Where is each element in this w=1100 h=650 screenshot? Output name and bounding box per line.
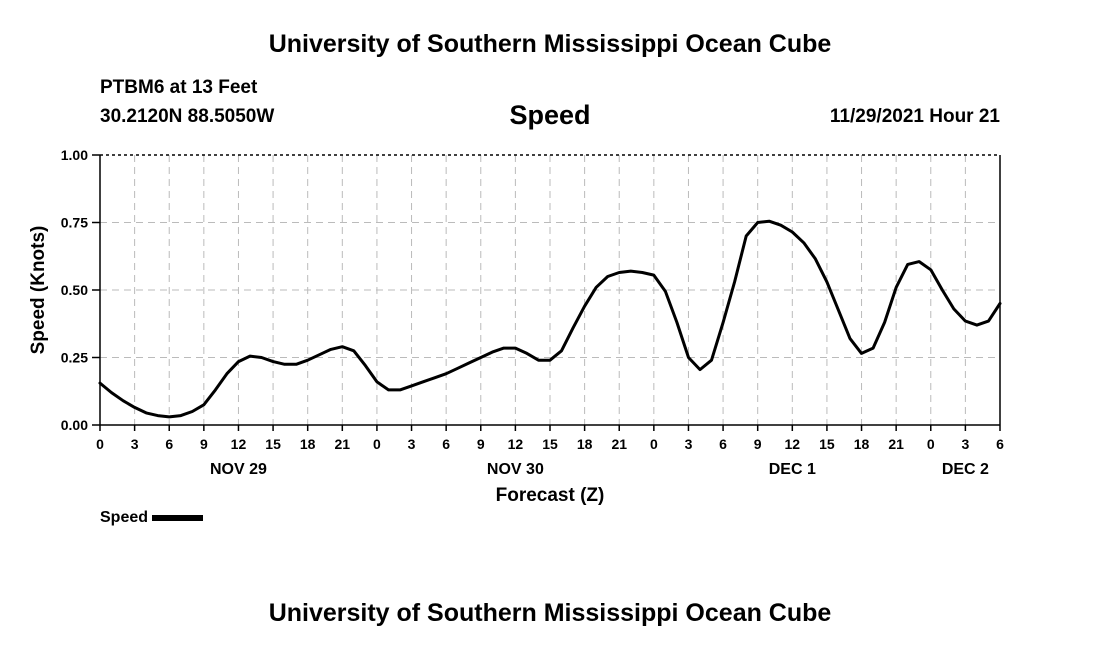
x-tick-label: 18 xyxy=(577,436,593,452)
x-tick-label: 0 xyxy=(650,436,658,452)
legend: Speed xyxy=(100,509,204,527)
x-day-label: DEC 2 xyxy=(942,461,989,478)
station-label: PTBM6 at 13 Feet xyxy=(100,77,258,98)
x-tick-label: 6 xyxy=(442,436,450,452)
x-tick-label: 6 xyxy=(165,436,173,452)
x-day-label: NOV 30 xyxy=(487,461,544,478)
x-tick-label: 0 xyxy=(96,436,104,452)
x-tick-label: 21 xyxy=(335,436,351,452)
x-tick-label: 9 xyxy=(477,436,485,452)
x-tick-label: 15 xyxy=(265,436,281,452)
x-tick-label: 15 xyxy=(542,436,558,452)
x-day-label: NOV 29 xyxy=(210,461,267,478)
x-tick-label: 12 xyxy=(231,436,247,452)
x-tick-label: 9 xyxy=(200,436,208,452)
y-tick-label: 0.00 xyxy=(61,417,88,433)
coordinates-label: 30.2120N 88.5050W xyxy=(100,106,275,127)
x-tick-label: 15 xyxy=(819,436,835,452)
x-tick-label: 0 xyxy=(927,436,935,452)
footer-title: University of Southern Mississippi Ocean… xyxy=(268,599,832,627)
x-tick-label: 6 xyxy=(996,436,1004,452)
forecast-datetime: 11/29/2021 Hour 21 xyxy=(829,106,1000,127)
x-tick-label: 21 xyxy=(888,436,904,452)
x-tick-label: 0 xyxy=(373,436,381,452)
header-title: University of Southern Mississippi Ocean… xyxy=(268,30,832,58)
y-tick-label: 0.50 xyxy=(61,282,88,298)
x-tick-label: 12 xyxy=(508,436,524,452)
chart-subtitle: Speed xyxy=(509,100,591,130)
legend-swatch xyxy=(152,515,204,521)
y-tick-label: 0.25 xyxy=(61,350,88,366)
series-line-speed xyxy=(98,219,1002,419)
x-tick-label: 3 xyxy=(408,436,416,452)
x-tick-label: 6 xyxy=(719,436,727,452)
x-tick-label: 18 xyxy=(854,436,870,452)
x-tick-label: 3 xyxy=(131,436,139,452)
y-tick-label: 0.75 xyxy=(61,215,88,231)
x-tick-label: 3 xyxy=(685,436,693,452)
x-axis-title: Forecast (Z) xyxy=(496,485,605,506)
x-tick-label: 12 xyxy=(785,436,801,452)
y-tick-label: 1.00 xyxy=(61,147,88,163)
x-tick-label: 9 xyxy=(754,436,762,452)
legend-label: Speed xyxy=(100,509,149,526)
x-tick-label: 18 xyxy=(300,436,316,452)
y-axis-title: Speed (Knots) xyxy=(28,226,49,355)
x-day-label: DEC 1 xyxy=(769,461,816,478)
x-tick-label: 3 xyxy=(961,436,969,452)
x-tick-label: 21 xyxy=(611,436,627,452)
